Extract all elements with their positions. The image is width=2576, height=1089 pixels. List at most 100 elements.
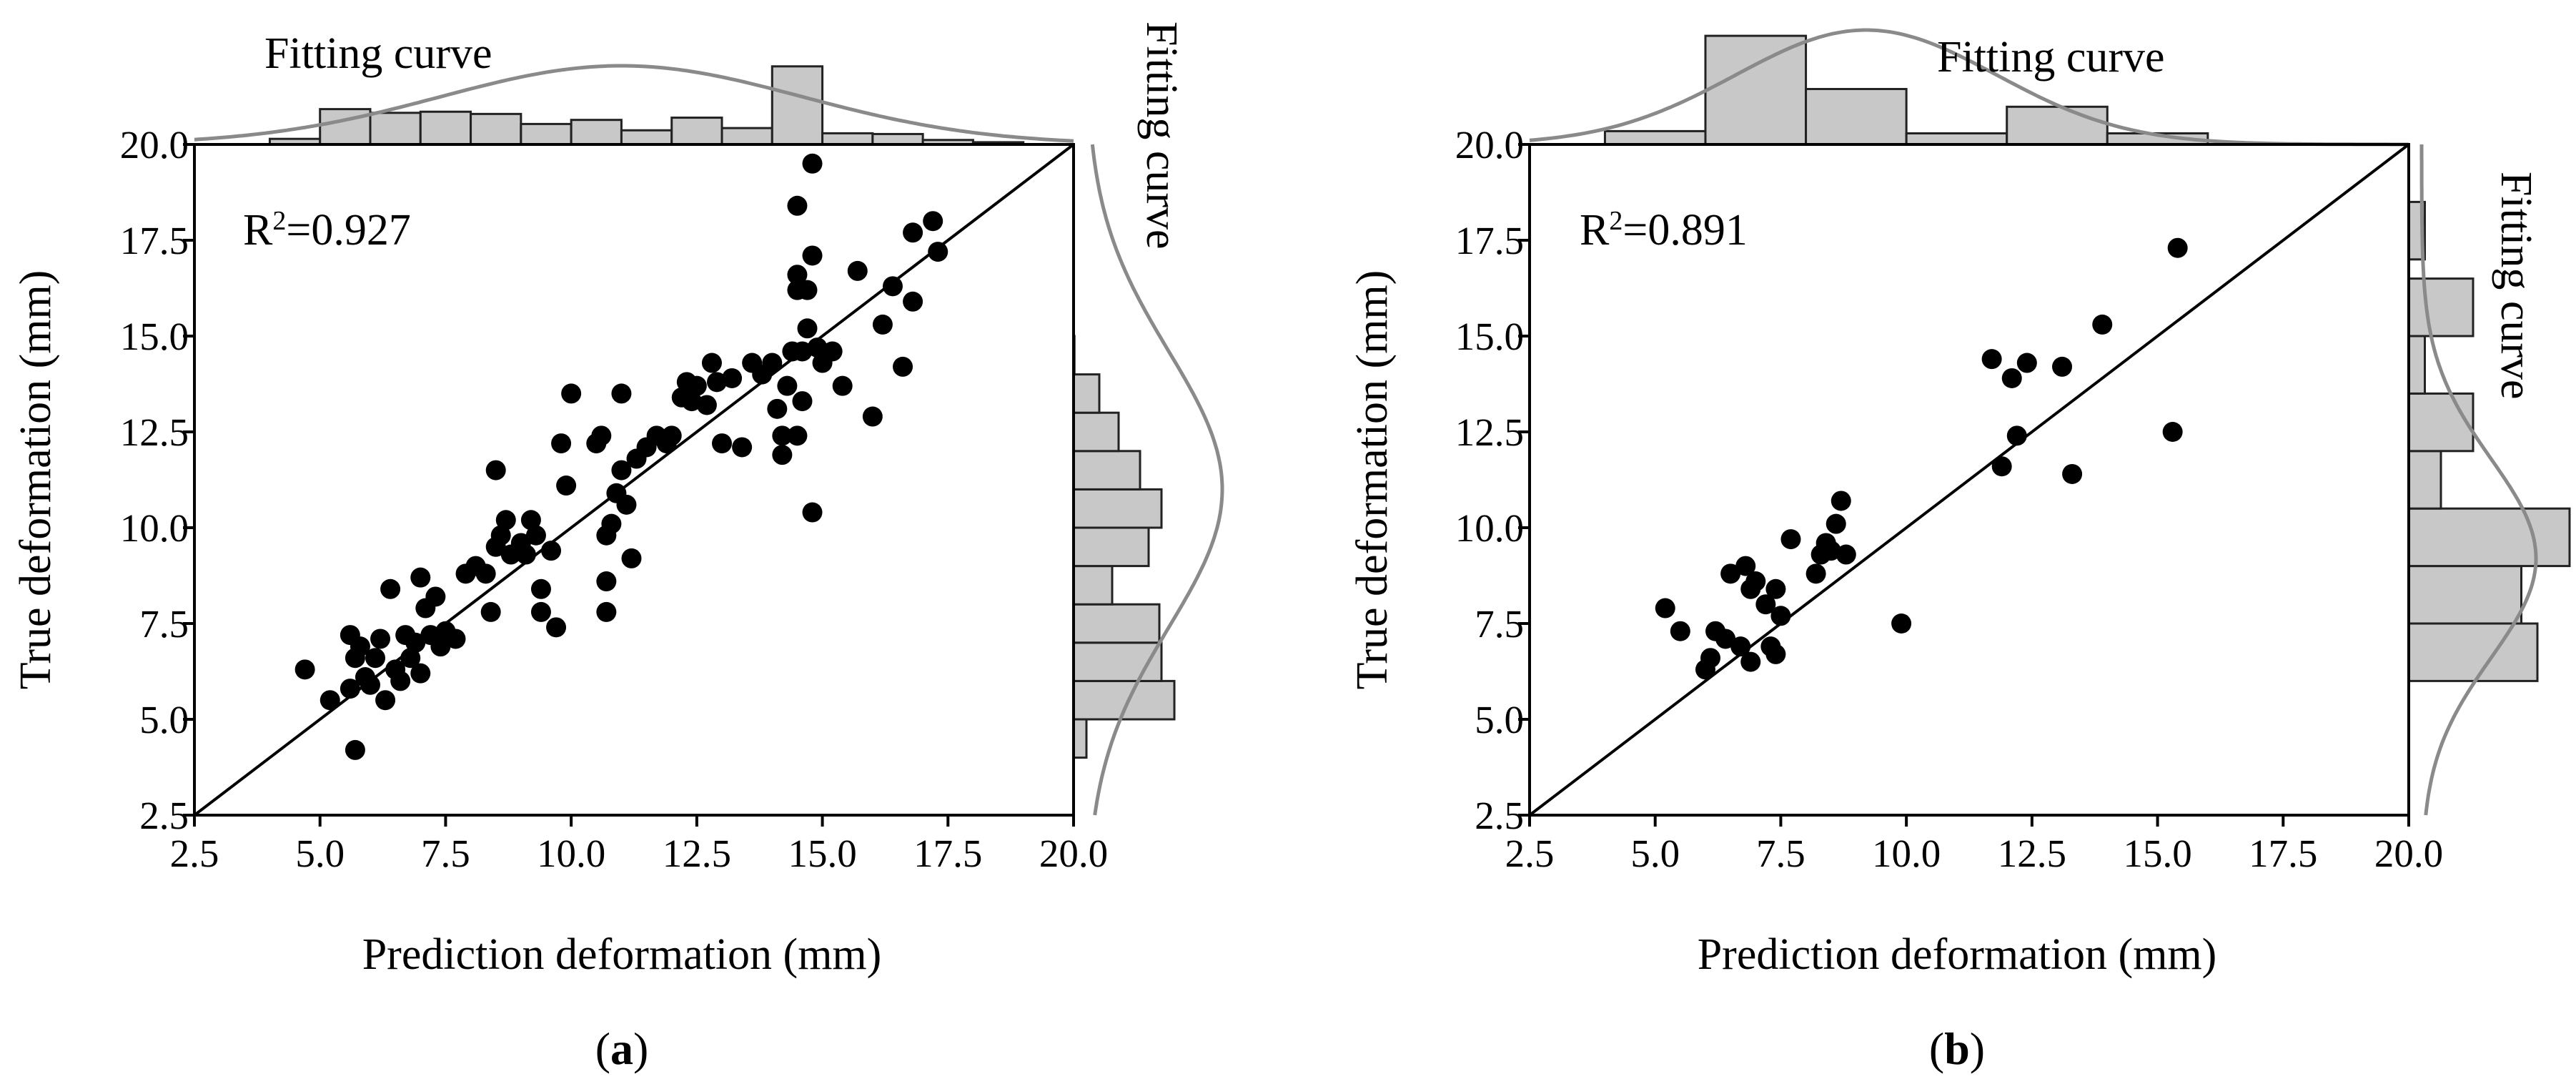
data-point [1991,456,2012,477]
data-point [1715,629,1736,649]
top-histogram-bar [771,65,824,146]
top-histogram-bar [821,132,874,146]
data-point [541,541,562,561]
data-point [380,578,401,599]
data-point [686,375,707,396]
right-histogram-bar [1072,526,1150,568]
right-histogram-bar [2407,450,2442,510]
data-point [611,460,632,481]
r-squared-superscript: 2 [1609,206,1623,236]
y-tick-label: 20.0 [1455,123,1524,167]
data-point [294,659,315,680]
data-point [822,341,843,362]
x-tick-label: 10.0 [537,832,605,875]
plot-area-frame [1528,143,2410,817]
data-point [365,648,386,669]
top-fitting-curve [194,64,1074,143]
data-point [596,601,617,622]
y-tick-label: 10.0 [120,506,189,550]
data-point [882,276,903,297]
data-point [732,437,753,458]
data-point [410,567,431,588]
data-point [490,525,511,546]
data-point [1765,644,1786,664]
y-tick-label: 15.0 [120,315,189,358]
data-point [1981,349,2002,370]
x-tick-label: 20.0 [1039,832,1108,875]
top-histogram-bar [871,132,924,146]
y-tick-label: 7.5 [139,602,189,646]
right-histogram-bar [2407,335,2426,395]
top-histogram-bar [570,119,623,146]
panel-label: (b) [1929,1023,1985,1074]
data-point [350,636,370,657]
right-histogram-bar [1072,488,1163,529]
data-point [787,195,808,216]
y-tick-label: 2.5 [1475,794,1524,837]
y-tick-label: 10.0 [1455,506,1524,550]
scatter-points [294,153,948,760]
data-point [787,425,808,446]
x-tick-label: 2.5 [170,832,219,875]
data-point [1735,556,1756,576]
data-point [923,211,943,232]
data-point [530,601,551,622]
top-histogram-bar [1905,132,2008,146]
data-point [1831,491,1851,511]
data-point [400,648,421,669]
right-marginal-histogram [2407,200,2571,682]
data-point [611,383,632,404]
data-point [1720,563,1741,584]
data-point [2167,237,2188,258]
data-point [767,398,788,419]
x-tick-label: 20.0 [2374,832,2443,875]
data-point [480,601,501,622]
data-point [530,578,551,599]
right-marginal-histogram [1072,335,1176,759]
plot-area-frame [193,143,1075,817]
data-point [1770,606,1791,626]
data-point [390,671,411,691]
data-point [772,425,793,446]
r-squared-value: =0.891 [1623,206,1747,255]
x-tick-label: 15.0 [788,832,856,875]
right-histogram-bar [1072,603,1161,644]
top-histogram-bar [2006,105,2109,146]
right-fitting-curve-label: Fitting curve [1137,21,1186,250]
data-point [802,502,823,523]
data-point [792,391,813,412]
r-squared-annotation: R2=0.927 [243,206,411,255]
data-point [1891,614,1912,634]
scatter-points [1655,237,2188,680]
y-tick-label: 5.0 [139,698,189,741]
data-point [546,617,567,638]
data-point [807,337,828,358]
data-point [1765,578,1786,599]
x-tick-label: 17.5 [913,832,982,875]
y-tick-label: 12.5 [120,410,189,454]
top-histogram-bar [1704,34,1808,146]
data-point [1700,648,1721,669]
data-point [1805,563,1826,584]
y-axis-title: True deformation (mm) [1348,270,1397,690]
data-point [722,368,743,388]
x-tick-label: 15.0 [2123,832,2191,875]
top-marginal-histogram [268,65,1025,146]
data-point [661,425,682,446]
data-point [495,510,516,531]
y-tick-label: 5.0 [1475,698,1524,741]
right-histogram-bar [2407,622,2539,682]
data-point [1745,571,1766,592]
data-point [872,314,893,335]
identity-reference-line [193,143,1075,817]
data-point [797,318,818,339]
data-point [319,690,340,711]
data-point [556,475,577,496]
data-point [345,739,365,760]
data-point [893,356,913,377]
y-axis-title: True deformation (mm) [11,270,60,690]
data-point [410,663,431,684]
data-point [340,679,360,699]
right-histogram-bar [2407,392,2475,453]
x-tick-label: 12.5 [663,832,731,875]
